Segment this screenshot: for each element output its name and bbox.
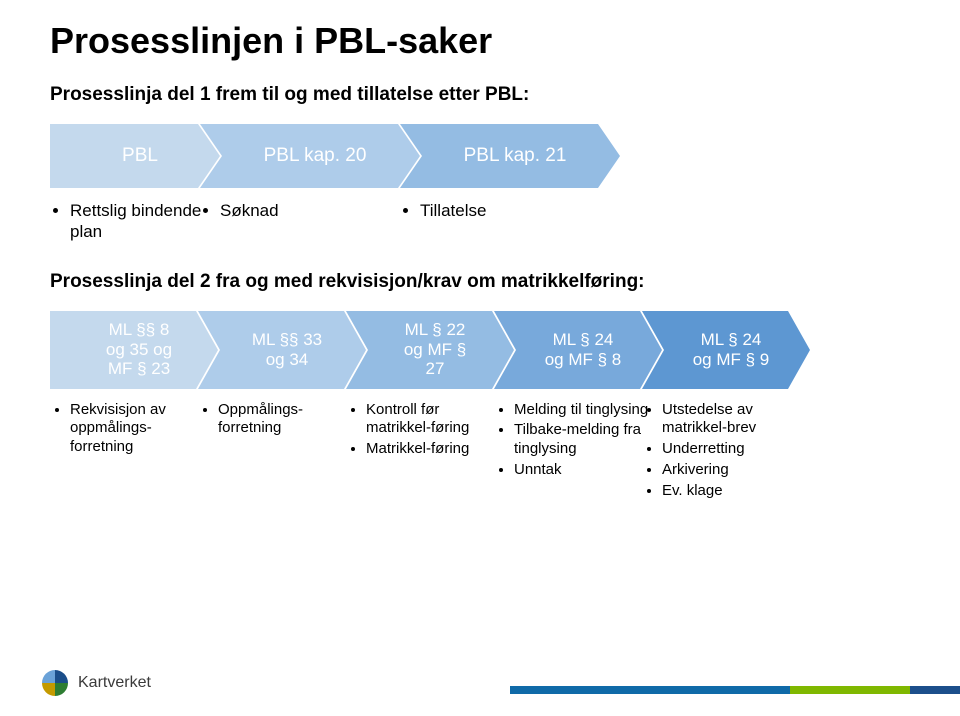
decor-stripe [910, 686, 960, 694]
bullet-item: Underretting [662, 440, 804, 459]
footer: Kartverket [0, 626, 960, 716]
bullet-item: Rettslig bindende plan [70, 200, 214, 243]
kartverket-logo-icon [40, 668, 70, 698]
process-step-label: ML §§ 33 og 34 [234, 330, 330, 369]
bullet-item: Utstedelse av matrikkel-brev [662, 401, 804, 439]
process-step: PBL kap. 20 [200, 124, 420, 188]
bullet-item: Rekvisisjon av oppmålings-forretning [70, 401, 212, 457]
bullet-item: Søknad [220, 200, 414, 221]
process-step: ML § 22 og MF § 27 [346, 311, 514, 389]
process-step-bullets: Rettslig bindende plan [50, 196, 220, 245]
process-step: PBL kap. 21 [400, 124, 620, 188]
process-step-label: PBL kap. 21 [446, 145, 575, 167]
process-step-label: ML § 24 og MF § 9 [675, 330, 778, 369]
bullet-item: Ev. klage [662, 482, 804, 501]
process-step-label: ML § 22 og MF § 27 [386, 320, 474, 379]
process-row-1: PBL PBL kap. 20 PBL kap. 21 [50, 124, 910, 188]
process-step: ML §§ 33 og 34 [198, 311, 366, 389]
kartverket-logo: Kartverket [40, 668, 151, 698]
bullet-item: Matrikkel-føring [366, 440, 508, 459]
process-step-bullets: Oppmålings-forretning [198, 397, 366, 441]
process-step-label: ML §§ 8 og 35 og MF § 23 [88, 320, 180, 379]
bullet-item: Kontroll før matrikkel-føring [366, 401, 508, 439]
slide-title: Prosesslinjen i PBL-saker [50, 20, 910, 62]
process-step-label: PBL [104, 145, 166, 167]
process-step: ML §§ 8 og 35 og MF § 23 [50, 311, 218, 389]
process-row-2: ML §§ 8 og 35 og MF § 23 ML §§ 33 og 34 ML… [50, 311, 910, 389]
subtitle-2: Prosesslinja del 2 fra og med rekvisisjo… [50, 271, 910, 293]
process-step-bullets: Tillatelse [400, 196, 620, 223]
decor-stripe [790, 686, 910, 694]
process-step-label: PBL kap. 20 [246, 145, 375, 167]
process-row-1-bullets: Rettslig bindende plan Søknad Tillatelse [50, 196, 910, 245]
bullet-item: Tillatelse [420, 200, 614, 221]
footer-decor-icon [510, 686, 960, 694]
slide: Prosesslinjen i PBL-saker Prosesslinja d… [0, 0, 960, 716]
process-step-bullets: Rekvisisjon av oppmålings-forretning [50, 397, 218, 459]
bullet-item: Oppmålings-forretning [218, 401, 360, 439]
process-row-2-bullets: Rekvisisjon av oppmålings-forretningOppm… [50, 397, 910, 503]
bullet-item: Arkivering [662, 461, 804, 480]
decor-stripe [510, 686, 790, 694]
process-step: ML § 24 og MF § 9 [642, 311, 810, 389]
process-step-bullets: Utstedelse av matrikkel-brevUnderretting… [642, 397, 810, 503]
process-step-bullets: Kontroll før matrikkel-føringMatrikkel-f… [346, 397, 514, 461]
subtitle-1: Prosesslinja del 1 frem til og med tilla… [50, 84, 910, 106]
process-step-bullets: Melding til tinglysingTilbake-melding fr… [494, 397, 662, 482]
kartverket-logo-text: Kartverket [78, 674, 151, 692]
bullet-item: Melding til tinglysing [514, 401, 656, 420]
process-step-bullets: Søknad [200, 196, 420, 223]
bullet-item: Tilbake-melding fra tinglysing [514, 421, 656, 459]
process-step: PBL [50, 124, 220, 188]
bullet-item: Unntak [514, 461, 656, 480]
process-step: ML § 24 og MF § 8 [494, 311, 662, 389]
process-step-label: ML § 24 og MF § 8 [527, 330, 630, 369]
